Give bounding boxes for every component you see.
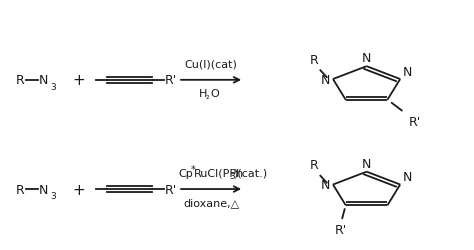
Text: +: + [73, 73, 85, 88]
Text: +: + [73, 182, 85, 197]
Text: R: R [310, 159, 319, 172]
Text: RuCl(PPh: RuCl(PPh [194, 168, 244, 178]
Text: ₂: ₂ [205, 92, 209, 101]
Text: Cp: Cp [178, 168, 193, 178]
Text: N: N [39, 183, 48, 196]
Text: R: R [16, 183, 24, 196]
Text: dioxane,△: dioxane,△ [183, 198, 239, 208]
Text: )(cat.): )(cat.) [233, 168, 267, 178]
Text: H: H [199, 89, 208, 99]
Text: 3: 3 [229, 171, 235, 180]
Text: N: N [39, 74, 48, 87]
Text: N: N [402, 170, 412, 183]
Text: N: N [402, 66, 412, 78]
Text: O: O [210, 89, 219, 99]
Text: 3: 3 [50, 192, 55, 201]
Text: R: R [310, 54, 319, 66]
Text: N: N [321, 73, 331, 86]
Text: Cu(l)(cat): Cu(l)(cat) [185, 60, 237, 70]
Text: R': R' [409, 115, 421, 128]
Text: R': R' [165, 74, 177, 87]
Text: R': R' [165, 183, 177, 196]
Text: N: N [321, 178, 331, 191]
Text: R': R' [335, 223, 347, 236]
Text: N: N [362, 52, 371, 65]
Text: 3: 3 [50, 83, 55, 92]
Text: *: * [191, 164, 195, 174]
Text: N: N [362, 157, 371, 170]
Text: R: R [16, 74, 24, 87]
